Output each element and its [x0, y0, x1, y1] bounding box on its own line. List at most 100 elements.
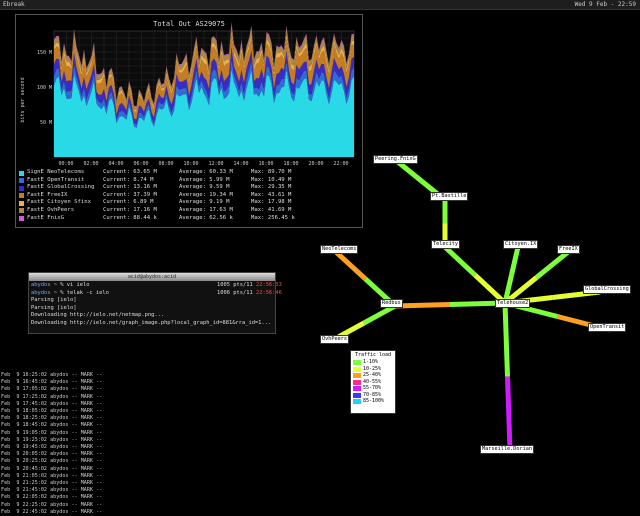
node-redbus[interactable]: Redbus: [380, 299, 403, 308]
map-link: [509, 246, 521, 276]
legend-color: [353, 373, 361, 378]
x-tick: 10:00: [183, 161, 198, 167]
legend-entry: 1-10%: [351, 359, 395, 366]
legend-color: [353, 379, 361, 385]
legend-swatch: [19, 185, 24, 191]
legend-entry: 25-40%: [351, 372, 395, 379]
legend-swatch: [19, 170, 24, 176]
series-max: Max: 17.98 M: [251, 199, 292, 206]
series-max: Max: 256.45 k: [251, 214, 295, 221]
series-max: Max: 29.35 M: [251, 184, 292, 191]
node-freeix[interactable]: FreeIX: [557, 245, 580, 254]
node-marseille[interactable]: Marseille.Dorian: [480, 445, 534, 454]
x-tick: 16:00: [258, 161, 273, 167]
series-current: Current: 13.16 M: [103, 184, 157, 191]
legend-entry: 70-85%: [351, 392, 395, 399]
series-name: FastE GlobalCrossing: [27, 184, 95, 191]
series-average: Average: 9.19 M: [179, 199, 230, 206]
legend-row: SignE NeoTelecoms Current: 63.65 M Average…: [19, 169, 359, 177]
series-average: Average: 5.99 M: [179, 176, 230, 183]
legend-swatch: [19, 208, 24, 214]
legend-entry: 55-70%: [351, 385, 395, 392]
legend-swatch: [19, 193, 24, 199]
series-max: Max: 43.61 M: [251, 191, 292, 198]
series-current: Current: 17.16 M: [103, 206, 157, 213]
legend-range: 85-100%: [363, 398, 385, 404]
series-average: Average: 62.56 k: [179, 214, 233, 221]
terminal-line: Parsing [ielo]: [31, 297, 77, 303]
terminal-title: acid@abydos:acid: [29, 273, 275, 281]
series-name: FastE Citoyen Sfinx: [27, 199, 91, 206]
node-neotelecoms[interactable]: NeoTelecoms: [320, 245, 359, 254]
terminal-window[interactable]: acid@abydos:acid abydos ~ % vi ielo 1005 …: [28, 272, 282, 334]
terminal-line: abydos ~ % vi ielo 1005 pts/11 22:56:33: [31, 282, 282, 288]
node-opentransit[interactable]: OpenTransit: [588, 323, 627, 332]
series-current: Current: 6.89 M: [103, 199, 154, 206]
series-max: Max: 89.70 M: [251, 169, 292, 175]
x-tick: 00:00: [58, 161, 73, 167]
map-link: [503, 275, 539, 305]
series-name: SignE NeoTelecoms: [27, 169, 85, 175]
node-ptbastille[interactable]: Pt.Bastille: [430, 192, 469, 201]
map-link: [334, 250, 368, 281]
series-average: Average: 60.33 M: [179, 169, 233, 175]
terminal-line: abydos ~ % telak -c ielo 1006 pts/11 22:5…: [31, 289, 282, 296]
legend-entry: 85-100%: [351, 398, 395, 405]
map-legend: Traffic load 1-10% 10-25% 25-40% 40-55% 55-7…: [350, 350, 396, 414]
legend-range: 55-70%: [363, 385, 382, 391]
graph-legend: SignE NeoTelecoms Current: 63.65 M Average…: [19, 169, 359, 222]
y-tick: 150 M: [37, 50, 52, 56]
x-tick: 08:00: [158, 161, 173, 167]
legend-row: FastE GlobalCrossing Current: 13.16 M Aver…: [19, 184, 359, 192]
node-peering[interactable]: Peering.FnixG: [373, 155, 418, 164]
node-citoyen[interactable]: Citoyen.IX: [503, 240, 539, 249]
series-current: Current: 8.74 M: [103, 176, 154, 183]
node-ovhpeers[interactable]: OvhPeers: [320, 335, 349, 344]
series-name: FastE FreeIX: [27, 191, 68, 198]
legend-range: 70-85%: [363, 391, 382, 398]
legend-color: [353, 366, 361, 372]
legend-row: FastE FnixG Current: 88.44 k Average: 62.5…: [19, 215, 359, 223]
map-link: [396, 160, 424, 183]
x-tick: 04:00: [108, 161, 123, 167]
legend-entry: 10-25%: [351, 366, 395, 373]
legend-row: FastE OpenTransit Current: 8.74 M Average:…: [19, 177, 359, 185]
x-tick: 14:00: [233, 161, 248, 167]
series-average: Average: 9.59 M: [179, 184, 230, 191]
legend-color: [353, 360, 361, 365]
series-current: Current: 63.65 M: [103, 169, 157, 175]
node-telehouse[interactable]: Telehouse2: [495, 299, 531, 308]
terminal-output[interactable]: abydos ~ % vi ielo 1005 pts/11 22:56:33 ab…: [29, 281, 282, 328]
legend-range: 1-10%: [363, 359, 379, 365]
graph-title: Total Out AS29075: [153, 20, 225, 28]
graph-window[interactable]: Total Out AS29075 bits per second 150 M 1…: [15, 14, 363, 228]
map-link: [502, 274, 514, 304]
series-current: Current: 88.44 k: [103, 214, 157, 221]
node-telecity[interactable]: Telecity: [431, 240, 460, 249]
syslog-output: Feb 9 16:25:02 abydos -- MARK -- Feb 9 1…: [1, 372, 103, 515]
y-tick: 100 M: [37, 85, 52, 91]
terminal-line: Parsing [ielo]: [31, 304, 77, 311]
series-area: [54, 33, 354, 120]
legend-row: FastE OvhPeers Current: 17.16 M Average: 1…: [19, 207, 359, 215]
legend-entry: 40-55%: [351, 379, 395, 386]
legend-swatch: [19, 216, 24, 222]
map-link: [473, 273, 507, 305]
y-tick: 50 M: [40, 120, 52, 126]
legend-color: [353, 386, 361, 391]
wm-label: Ebreak: [3, 1, 25, 8]
legend-range: 10-25%: [363, 365, 382, 372]
series-max: Max: 41.69 M: [251, 206, 292, 213]
series-name: FastE OvhPeers: [27, 206, 75, 213]
terminal-line: Downloading http://ielo.net/graph_image.…: [31, 319, 272, 326]
legend-row: FastE FreeIX Current: 37.39 M Average: 19.…: [19, 192, 359, 200]
map-link: [443, 245, 477, 277]
top-bar: Ebreak Wed 9 Feb - 22:59: [0, 0, 640, 10]
node-global[interactable]: GlobalCrossing: [583, 285, 631, 294]
series-area: [54, 58, 354, 128]
map-link: [505, 376, 513, 451]
legend-color: [353, 399, 361, 404]
x-tick: 22:00: [333, 161, 348, 167]
graph-ylabel: bits per second: [20, 77, 26, 122]
map-link: [394, 302, 451, 309]
